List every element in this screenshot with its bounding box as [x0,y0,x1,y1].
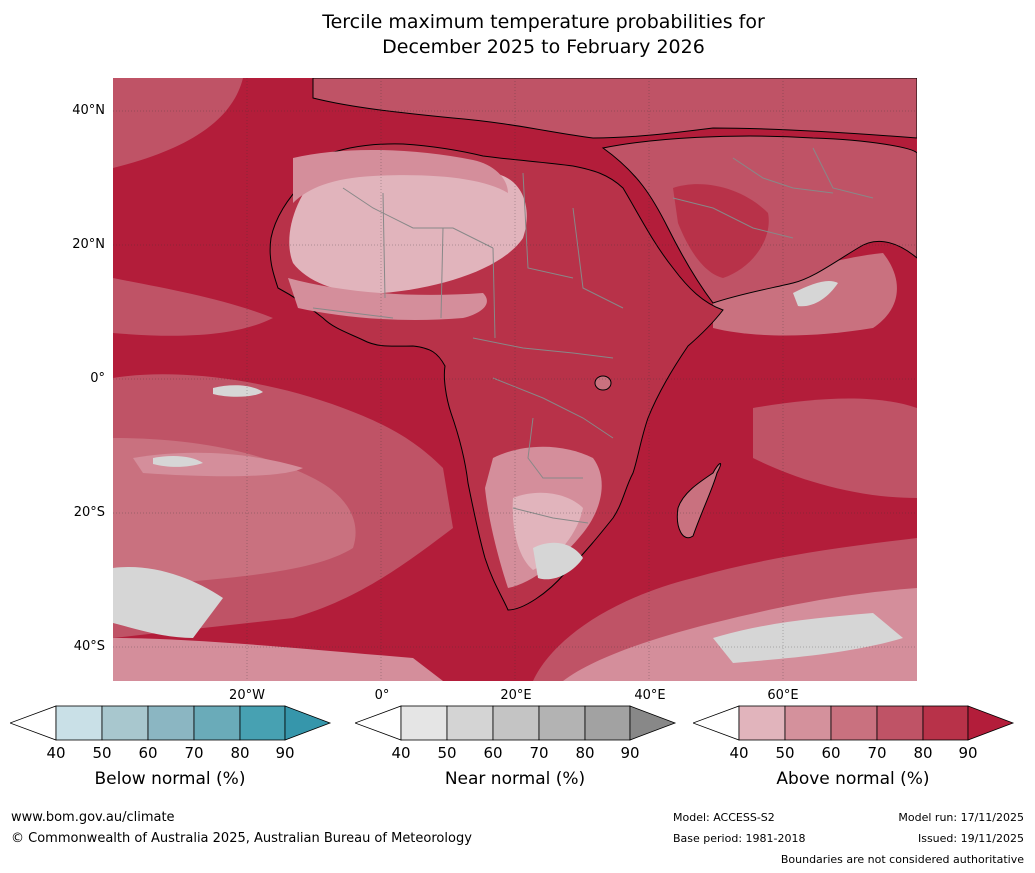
legend-below-tick: 80 [230,744,250,762]
legend-below-tick: 70 [184,744,204,762]
legend-below-tick: 90 [275,744,295,762]
map-svg [113,78,917,681]
legend-above-tick: 70 [867,744,887,762]
lon-label-20w: 20°W [229,688,265,703]
legend-below-swatch-50 [101,705,149,741]
south-west-grey [113,567,223,638]
sahara-above-40 [289,162,527,294]
legend-near-swatch-60 [492,705,540,741]
legend-above-swatch-40 [738,705,786,741]
title-line-2: December 2025 to February 2026 [382,36,705,58]
legend-above-colorbar [693,705,1015,741]
legend-above-tick: 40 [729,744,749,762]
legend-below-normal: 40 50 60 70 80 90 Below normal (%) [10,705,340,795]
legend-near-tick: 40 [391,744,411,762]
legend-below-swatch-60 [147,705,195,741]
sahara-above-50 [293,149,508,203]
legend-near-swatch-50 [446,705,494,741]
legend-below-swatch-80 [239,705,286,741]
south-atlantic-band-inner [113,438,356,588]
legend-near-tick: 70 [529,744,549,762]
legend-near-swatch-low [355,705,402,741]
footer-issued: Issued: 19/11/2025 [917,832,1024,845]
legend-above-swatch-low [693,705,740,741]
legend-near-swatch-high [629,705,677,741]
title-line-1: Tercile maximum temperature probabilitie… [322,11,765,33]
madagascar [676,463,722,539]
atlantic-grey-patch [213,385,263,397]
probability-map [113,78,917,681]
footer-copyright: © Commonwealth of Australia 2025, Austra… [11,831,472,846]
footer-model: Model: ACCESS-S2 [673,811,775,824]
lat-label-20s: 20°S [73,505,105,520]
south-ocean-grey [713,613,903,663]
legend-near-tick: 50 [437,744,457,762]
legend-below-swatch-low [10,705,57,741]
legend-below-swatch-70 [193,705,241,741]
lat-label-equator: 0° [90,371,105,386]
arabia-above-80 [673,184,769,278]
legend-near-normal: 40 50 60 70 80 90 Near normal (%) [355,705,685,795]
legend-above-swatch-50 [784,705,832,741]
legend-near-tick: 90 [620,744,640,762]
legend-below-title: Below normal (%) [94,769,246,789]
lon-label-0: 0° [374,688,390,703]
legend-above-swatch-70 [876,705,924,741]
legend-near-colorbar [355,705,677,741]
legend-near-swatch-40 [400,705,448,741]
legend-below-swatch-40 [55,705,103,741]
legend-near-swatch-80 [584,705,631,741]
arabian-sea-grey [793,281,838,307]
legend-below-swatch-high [284,705,332,741]
southern-africa-grey [533,542,583,580]
lat-label-20n: 20°N [72,237,105,252]
country-borders [312,147,874,524]
footer-model-run: Model run: 17/11/2025 [898,811,1024,824]
chart-title: Tercile maximum temperature probabilitie… [0,10,1035,60]
lat-label-40s: 40°S [73,639,105,654]
legend-above-swatch-80 [922,705,969,741]
legend-near-title: Near normal (%) [444,769,586,789]
lon-label-60e: 60°E [767,688,799,703]
legend-above-tick: 80 [913,744,933,762]
legend-below-tick: 60 [138,744,158,762]
lon-label-20e: 20°E [500,688,532,703]
graticule [113,78,917,681]
legend-above-tick: 50 [775,744,795,762]
indian-ocean-band [753,398,917,498]
bottom-left-band [113,638,443,681]
legend-above-tick: 90 [958,744,978,762]
north-atlantic-band [113,78,243,168]
legend-above-normal: 40 50 60 70 80 90 Above normal (%) [693,705,1023,795]
footer-disclaimer: Boundaries are not considered authoritat… [780,853,1024,866]
legend-above-tick: 60 [821,744,841,762]
lon-label-40e: 40°E [634,688,666,703]
legend-near-tick: 80 [575,744,595,762]
legend-above-title: Above normal (%) [776,769,930,789]
legend-near-swatch-70 [538,705,586,741]
legend-above-swatch-high [967,705,1015,741]
legend-below-tick: 50 [92,744,112,762]
sahel-above-50 [288,278,487,320]
legend-above-swatch-60 [830,705,878,741]
europe-land [312,78,917,139]
legend-below-colorbar [10,705,332,741]
atlantic-grey-patch-2 [153,455,203,467]
lat-label-40n: 40°N [72,103,105,118]
lake-victoria [594,375,612,391]
west-atlantic-band [113,278,273,336]
footer-website[interactable]: www.bom.gov.au/climate [11,810,175,825]
footer-base-period: Base period: 1981-2018 [673,832,806,845]
legend-near-tick: 60 [483,744,503,762]
legend-below-tick: 40 [46,744,66,762]
